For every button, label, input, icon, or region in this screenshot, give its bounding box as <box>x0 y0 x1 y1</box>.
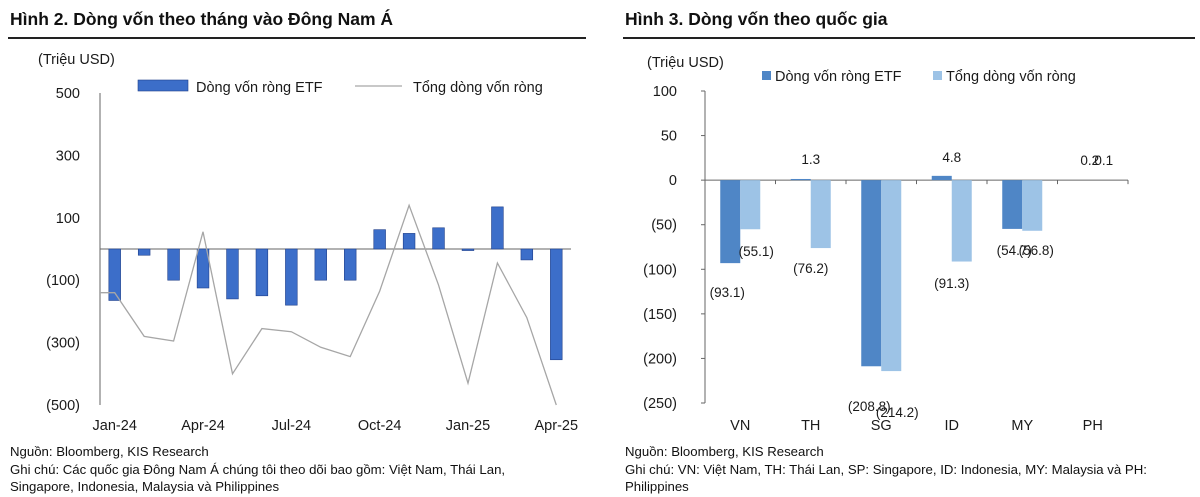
etf-flow-bar <box>432 227 445 250</box>
etf-flow-bar <box>461 248 475 251</box>
y-tick-label: (500) <box>46 398 80 414</box>
source-note: Nguồn: Bloomberg, KIS Research <box>625 444 824 459</box>
footnote: Ghi chú: Các quốc gia Đông Nam Á chúng t… <box>10 462 506 494</box>
y-tick-label: (100) <box>643 262 677 278</box>
x-tick-label: Jul-24 <box>272 418 312 434</box>
x-tick-label: Jan-24 <box>93 418 137 434</box>
etf-flow-bar <box>491 206 504 250</box>
total-flow-bar <box>881 180 902 372</box>
y-axis-unit: (Triệu USD) <box>38 52 115 68</box>
y-axis-unit: (Triệu USD) <box>647 55 724 71</box>
etf-flow-bar <box>520 248 534 261</box>
footnote: Ghi chú: VN: Việt Nam, TH: Thái Lan, SP:… <box>625 462 1147 494</box>
total-flow-bar <box>1022 180 1043 231</box>
x-tick-label: VN <box>730 418 750 434</box>
chart-title: Hình 3. Dòng vốn theo quốc gia <box>625 9 888 29</box>
y-tick-label: 100 <box>56 211 80 227</box>
x-tick-label: Oct-24 <box>358 418 402 434</box>
total-data-label: 0.1 <box>1094 153 1113 168</box>
legend-etf-label: Dòng vốn ròng ETF <box>196 80 323 96</box>
etf-flow-bar <box>720 180 741 264</box>
etf-data-label: (93.1) <box>710 285 745 300</box>
x-tick-label: Apr-25 <box>535 418 579 434</box>
total-data-label: (214.2) <box>876 405 919 420</box>
total-data-label: (55.1) <box>739 244 774 259</box>
y-tick-label: (150) <box>643 307 677 323</box>
total-data-label: (91.3) <box>934 276 969 291</box>
legend-etf-swatch <box>137 79 189 92</box>
total-flow-line <box>100 203 557 406</box>
y-tick-label: 0 <box>669 173 677 189</box>
etf-flow-bar <box>137 248 151 256</box>
etf-data-label: 4.8 <box>942 150 961 165</box>
etf-flow-bar <box>402 233 416 250</box>
etf-flow-bar <box>285 248 298 306</box>
etf-flow-bar <box>314 248 327 281</box>
etf-flow-bar <box>861 180 882 367</box>
y-tick-label: 300 <box>56 148 80 164</box>
total-flow-bar <box>951 180 972 262</box>
etf-flow-bar <box>1002 180 1023 229</box>
monthly-flow-panel: Hình 2. Dòng vốn theo tháng vào Đông Nam… <box>0 0 590 497</box>
legend-etf-swatch <box>762 71 771 80</box>
title-divider <box>8 37 586 39</box>
y-tick-label: (100) <box>46 273 80 289</box>
title-divider <box>623 37 1195 39</box>
etf-flow-bar <box>790 178 811 181</box>
y-tick-label: (50) <box>651 218 677 234</box>
total-data-label: (76.2) <box>793 261 828 276</box>
etf-flow-bar <box>226 248 239 300</box>
x-tick-label: MY <box>1011 418 1033 434</box>
etf-flow-bar <box>931 175 952 181</box>
legend-total-swatch <box>933 71 942 80</box>
etf-data-label: (208.8) <box>848 399 891 414</box>
y-tick-label: 500 <box>56 86 80 102</box>
etf-flow-bar <box>373 229 386 250</box>
x-tick-label: Apr-24 <box>181 418 225 434</box>
chart-title: Hình 2. Dòng vốn theo tháng vào Đông Nam… <box>10 9 394 29</box>
etf-data-label: (54.7) <box>997 243 1032 258</box>
etf-flow-bar <box>255 248 269 297</box>
country-flow-chart: (Triệu USD) 100 50 0 (50) (100) (150) (200) (250… <box>643 55 1129 434</box>
etf-flow-bar <box>167 248 180 281</box>
total-flow-bar <box>810 180 831 249</box>
x-tick-label: Jan-25 <box>446 418 490 434</box>
y-tick-label: (300) <box>46 336 80 352</box>
total-flow-bar <box>740 180 761 230</box>
etf-flow-bar <box>550 248 563 361</box>
source-note: Nguồn: Bloomberg, KIS Research <box>10 444 209 459</box>
legend-total-label: Tổng dòng vốn ròng <box>413 80 543 96</box>
etf-flow-bar <box>196 248 210 289</box>
etf-data-label: 1.3 <box>801 152 820 167</box>
y-tick-label: (200) <box>643 351 677 367</box>
total-data-label: (56.8) <box>1019 243 1054 258</box>
y-tick-label: 100 <box>653 84 677 100</box>
etf-flow-bar <box>344 248 357 281</box>
etf-data-label: 0.2 <box>1080 153 1099 168</box>
y-tick-label: 50 <box>661 129 677 145</box>
y-tick-label: (250) <box>643 396 677 412</box>
legend-etf-label: Dòng vốn ròng ETF <box>775 69 902 85</box>
x-tick-label: TH <box>801 418 820 434</box>
legend-total-label: Tổng dòng vốn ròng <box>946 69 1076 85</box>
x-tick-label: PH <box>1083 418 1103 434</box>
x-tick-label: SG <box>871 418 892 434</box>
x-tick-label: ID <box>945 418 960 434</box>
country-flow-panel: Hình 3. Dòng vốn theo quốc gia (Triệu US… <box>615 0 1200 497</box>
monthly-flow-chart: (Triệu USD) 500 300 100 (100) (300) (500) Jan-2… <box>38 52 579 434</box>
etf-flow-bar <box>108 248 121 301</box>
